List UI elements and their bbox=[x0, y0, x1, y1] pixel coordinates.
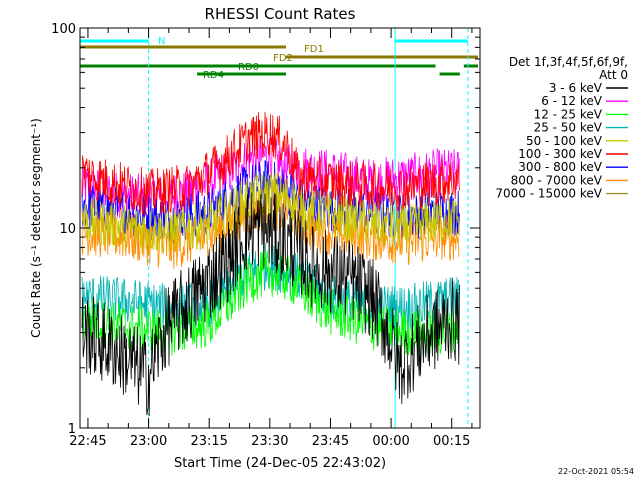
state-label-rd0: RD0 bbox=[238, 62, 259, 73]
x-tick-label-3: 23:30 bbox=[251, 434, 288, 449]
state-label-fd1: FD1 bbox=[304, 44, 324, 55]
legend-title: Det 1f,3f,4f,5f,6f,9f, bbox=[509, 55, 628, 69]
x-tick-label-6: 00:15 bbox=[433, 434, 470, 449]
legend-label-5: 100 - 300 keV bbox=[518, 147, 602, 161]
x-tick-label-0: 22:45 bbox=[69, 434, 106, 449]
legend-label-6: 300 - 800 keV bbox=[518, 160, 602, 174]
data-layer: N FD1 FD2 RD0 RD4 bbox=[79, 28, 478, 428]
legend-label-2: 12 - 25 keV bbox=[534, 107, 603, 121]
state-label-rd4: RD4 bbox=[203, 70, 224, 81]
x-tick-label-4: 23:45 bbox=[312, 434, 349, 449]
axes-frame: 1 10 100 22:45 23:00 23:15 23:30 23:45 00:00 00:1… bbox=[51, 22, 481, 449]
series-line-5 bbox=[81, 111, 460, 216]
legend-subtitle: Att 0 bbox=[599, 68, 628, 82]
x-tick-label-1: 23:00 bbox=[130, 434, 167, 449]
timestamp: 22-Oct-2021 05:54 bbox=[558, 467, 634, 476]
legend-label-7: 800 - 7000 keV bbox=[511, 173, 603, 187]
y-axis-title: Count Rate (s⁻¹ detector segment⁻¹) bbox=[29, 118, 43, 338]
legend-label-4: 50 - 100 keV bbox=[526, 134, 603, 148]
legend-label-0: 3 - 6 keV bbox=[549, 81, 603, 95]
state-label-fd2: FD2 bbox=[273, 53, 293, 64]
series-line-4 bbox=[81, 172, 460, 255]
series-line-2 bbox=[81, 250, 460, 356]
y-tick-label-0: 1 bbox=[68, 422, 76, 437]
state-label-n: N bbox=[158, 36, 165, 47]
y-tick-label-2: 100 bbox=[51, 22, 76, 37]
x-tick-label-2: 23:15 bbox=[190, 434, 227, 449]
legend-label-8: 7000 - 15000 keV bbox=[495, 187, 602, 201]
series-line-0 bbox=[81, 192, 460, 416]
chart-title: RHESSI Count Rates bbox=[205, 5, 356, 23]
legend-label-1: 6 - 12 keV bbox=[541, 94, 603, 108]
y-tick-label-1: 10 bbox=[59, 222, 76, 237]
legend-label-3: 25 - 50 keV bbox=[534, 121, 603, 135]
x-axis-title: Start Time (24-Dec-05 22:43:02) bbox=[174, 456, 386, 471]
x-tick-label-5: 00:00 bbox=[372, 434, 409, 449]
